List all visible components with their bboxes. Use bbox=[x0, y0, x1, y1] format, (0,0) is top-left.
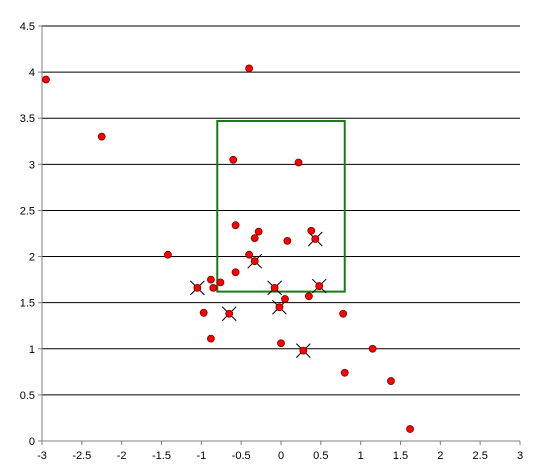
data-point bbox=[283, 236, 292, 245]
data-point bbox=[277, 339, 285, 348]
data-point bbox=[304, 292, 313, 301]
data-point bbox=[281, 295, 289, 303]
data-point bbox=[206, 334, 215, 343]
zone-box bbox=[216, 119, 346, 293]
data-point bbox=[254, 227, 263, 236]
data-point bbox=[245, 250, 254, 259]
data-point bbox=[270, 284, 279, 292]
y-tick-label: 4 bbox=[29, 67, 35, 79]
data-point bbox=[340, 368, 349, 377]
data-point bbox=[387, 377, 395, 385]
x-tick-label: 2 bbox=[437, 450, 443, 462]
data-point bbox=[294, 158, 303, 167]
x-tick-label: -3 bbox=[37, 450, 47, 462]
data-point bbox=[216, 278, 225, 287]
x-tick-label: -1 bbox=[196, 450, 206, 462]
data-point bbox=[193, 284, 202, 292]
y-tick-label: 2 bbox=[29, 252, 35, 264]
y-tick-label: 3 bbox=[29, 159, 35, 171]
data-point bbox=[339, 309, 348, 318]
data-point bbox=[315, 282, 324, 290]
data-point bbox=[231, 221, 240, 230]
x-tick-label: 3 bbox=[517, 450, 523, 462]
x-tick-label: 1.5 bbox=[393, 450, 408, 462]
y-tick-label: 1.5 bbox=[20, 298, 35, 310]
y-tick-label: 0 bbox=[29, 436, 35, 448]
y-tick-label: 0.5 bbox=[20, 390, 35, 402]
x-tick-label: -2 bbox=[117, 450, 127, 462]
data-point bbox=[42, 75, 50, 84]
data-point bbox=[307, 226, 316, 235]
x-tick-label: -2.5 bbox=[72, 450, 91, 462]
x-tick-label: -1.5 bbox=[152, 450, 171, 462]
data-point bbox=[199, 308, 208, 317]
x-tick-label: 0 bbox=[278, 450, 284, 462]
data-point bbox=[368, 344, 377, 353]
data-point bbox=[245, 64, 254, 73]
data-point bbox=[406, 425, 414, 433]
y-tick-label: 3.5 bbox=[20, 113, 35, 125]
x-tick-label: -0.5 bbox=[232, 450, 251, 462]
y-tick-label: 4.5 bbox=[20, 21, 35, 33]
x-tick-label: 2.5 bbox=[473, 450, 488, 462]
data-point bbox=[225, 309, 234, 318]
data-point bbox=[206, 275, 215, 284]
data-point bbox=[163, 250, 172, 259]
x-tick-label: 0.5 bbox=[313, 450, 328, 462]
data-point bbox=[311, 235, 320, 243]
data-point bbox=[97, 132, 106, 141]
data-point bbox=[299, 346, 308, 355]
data-point bbox=[275, 303, 284, 312]
data-point bbox=[250, 257, 259, 266]
data-point bbox=[231, 268, 240, 277]
y-tick-label: 1 bbox=[29, 344, 35, 356]
data-point bbox=[250, 234, 259, 243]
y-tick-label: 2.5 bbox=[20, 205, 35, 217]
x-tick-label: 1 bbox=[358, 450, 364, 462]
data-point bbox=[229, 155, 238, 164]
data-point bbox=[209, 284, 218, 292]
